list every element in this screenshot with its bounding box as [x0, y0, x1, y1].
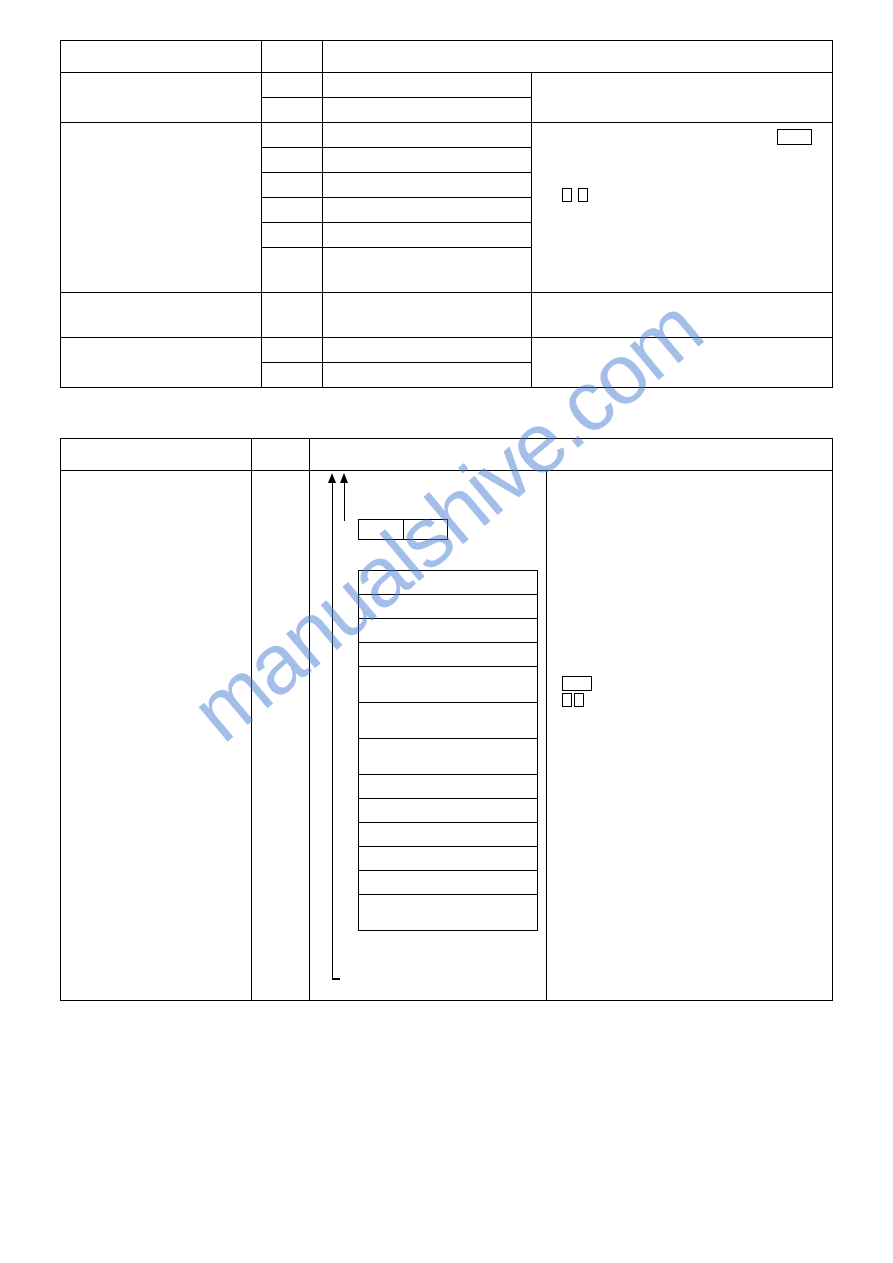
- table-cell: [531, 123, 832, 293]
- nested-table-small: [358, 519, 448, 540]
- table-cell: [359, 667, 538, 703]
- table-cell: [261, 223, 323, 248]
- table-cell: [323, 173, 531, 198]
- side-box-top-icon: [562, 676, 592, 691]
- table-cell-nested: [310, 471, 547, 1001]
- table-cell: [403, 520, 448, 540]
- table-cell: [323, 293, 531, 338]
- table-cell: [359, 739, 538, 775]
- table-row: [359, 871, 538, 895]
- table-cell: [323, 73, 531, 98]
- table-row: [359, 823, 538, 847]
- table-cell: [61, 73, 262, 123]
- table-row: [61, 338, 833, 363]
- square-icon: [578, 188, 588, 202]
- table-cell: [531, 338, 832, 388]
- square-icon: [562, 693, 572, 707]
- table-row: [359, 595, 538, 619]
- nested-table-main: [358, 570, 538, 931]
- table-row: [359, 520, 448, 540]
- table-cell: [61, 123, 262, 293]
- table-cell: [61, 439, 252, 471]
- connector-line-icon: [332, 978, 340, 980]
- table-row: [359, 775, 538, 799]
- table-cell: [323, 148, 531, 173]
- page-container: manualshive.com: [0, 0, 893, 1041]
- table-row: [359, 643, 538, 667]
- table-cell: [359, 799, 538, 823]
- table-cell: [61, 338, 262, 388]
- table-cell: [531, 73, 832, 123]
- table-row: [61, 123, 833, 148]
- table-cell: [323, 41, 833, 73]
- side-boxes-icon: [562, 676, 592, 707]
- table-cell: [531, 293, 832, 338]
- table-cell: [359, 775, 538, 799]
- table-row: [61, 293, 833, 338]
- table-cell: [323, 248, 531, 293]
- square-icon: [562, 188, 572, 202]
- inline-squares-icon: [562, 188, 588, 207]
- table-cell: [359, 871, 538, 895]
- table-cell: [323, 363, 531, 388]
- table-cell: [261, 123, 323, 148]
- table-cell: [359, 823, 538, 847]
- table-row: [61, 73, 833, 98]
- table-row: [359, 703, 538, 739]
- table-cell: [261, 148, 323, 173]
- table-cell: [359, 847, 538, 871]
- nested-area: [314, 473, 542, 951]
- table-cell: [323, 123, 531, 148]
- table-cell: [61, 41, 262, 73]
- table-row: [359, 619, 538, 643]
- table-row: [61, 41, 833, 73]
- table-cell: [261, 41, 323, 73]
- table-cell: [359, 643, 538, 667]
- table-cell: [359, 619, 538, 643]
- table-cell: [359, 571, 538, 595]
- table-cell: [251, 439, 310, 471]
- table-cell: [547, 471, 833, 1001]
- table-1: [60, 40, 833, 388]
- table-cell: [359, 895, 538, 931]
- arrow-line-icon: [344, 481, 346, 521]
- table-cell: [323, 198, 531, 223]
- table-row: [359, 847, 538, 871]
- table-cell: [61, 293, 262, 338]
- table-cell: [359, 520, 404, 540]
- side-box-bottom-icon: [562, 693, 592, 707]
- arrow-line-icon: [332, 481, 334, 979]
- spacer: [60, 388, 833, 438]
- table-row: [359, 895, 538, 931]
- table-cell: [359, 595, 538, 619]
- table-cell: [251, 471, 310, 1001]
- table-row: [359, 799, 538, 823]
- table-cell: [323, 98, 531, 123]
- table-cell: [261, 338, 323, 363]
- table-row: [359, 739, 538, 775]
- table-cell: [359, 703, 538, 739]
- table-cell: [261, 293, 323, 338]
- table-cell: [261, 363, 323, 388]
- table-row: [61, 471, 833, 1001]
- table-cell: [261, 198, 323, 223]
- table-cell: [261, 248, 323, 293]
- table-cell: [61, 471, 252, 1001]
- table-2: [60, 438, 833, 1001]
- table-cell: [261, 98, 323, 123]
- table-cell: [323, 223, 531, 248]
- table-cell: [323, 338, 531, 363]
- table-cell: [261, 173, 323, 198]
- inline-box-icon: [777, 129, 812, 145]
- table-row: [359, 667, 538, 703]
- table-cell: [310, 439, 833, 471]
- table-row: [359, 571, 538, 595]
- square-icon: [574, 693, 584, 707]
- table-row: [61, 439, 833, 471]
- table-cell: [261, 73, 323, 98]
